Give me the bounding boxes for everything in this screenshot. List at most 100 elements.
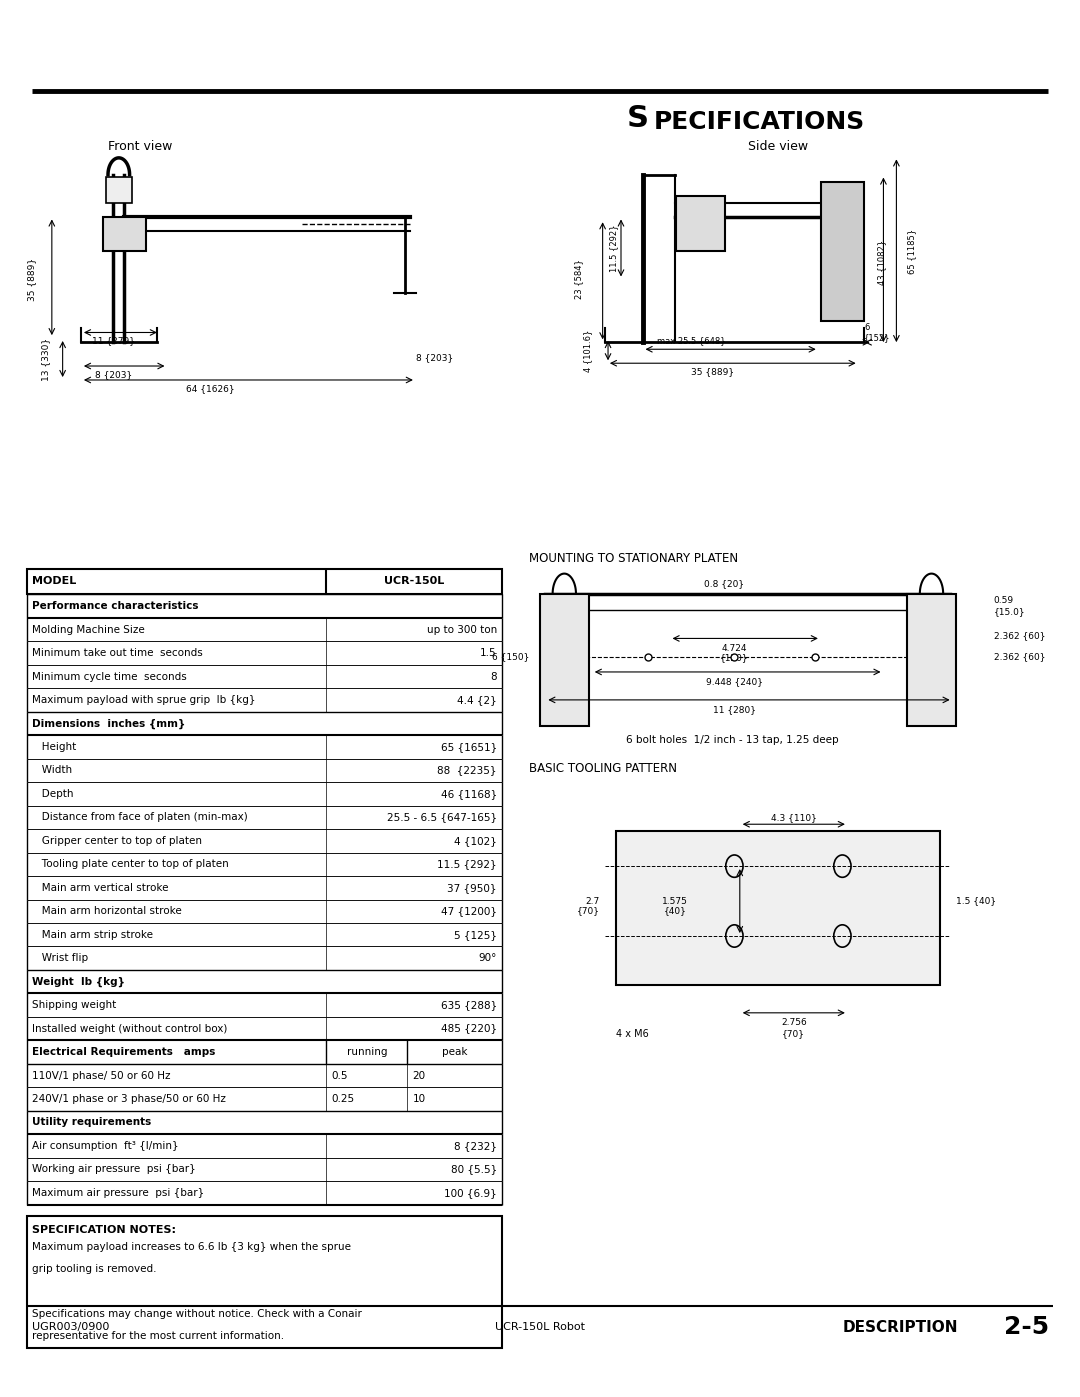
Text: 11 {279}: 11 {279} [92,337,135,345]
Text: 10: 10 [413,1094,426,1104]
Text: 6 bolt holes  1/2 inch - 13 tap, 1.25 deep: 6 bolt holes 1/2 inch - 13 tap, 1.25 dee… [626,735,839,746]
Text: 6
{152}: 6 {152} [864,323,891,342]
Text: Weight  lb {kg}: Weight lb {kg} [32,977,125,986]
Text: MOUNTING TO STATIONARY PLATEN: MOUNTING TO STATIONARY PLATEN [529,552,739,566]
Text: 8 {232}: 8 {232} [454,1141,497,1151]
Text: 11.5 {292}: 11.5 {292} [437,859,497,869]
Text: Main arm horizontal stroke: Main arm horizontal stroke [32,907,183,916]
Text: SPECIFICATION NOTES:: SPECIFICATION NOTES: [32,1225,176,1235]
Text: 2.756: 2.756 [781,1018,807,1027]
Text: 11 {280}: 11 {280} [713,705,756,714]
Bar [106,177,132,203]
Text: grip tooling is removed.: grip tooling is removed. [32,1264,157,1274]
Text: 20: 20 [413,1070,426,1080]
Text: UCR-150L: UCR-150L [384,577,444,587]
Text: {70}: {70} [577,907,599,915]
Text: BASIC TOOLING PATTERN: BASIC TOOLING PATTERN [529,761,677,775]
Text: 2.7: 2.7 [585,897,599,905]
Text: 0.59: 0.59 [994,597,1014,605]
Text: UCR-150L Robot: UCR-150L Robot [495,1322,585,1333]
Text: Minimum cycle time  seconds: Minimum cycle time seconds [32,672,187,682]
Text: DESCRIPTION: DESCRIPTION [842,1320,958,1334]
Text: 8 {203}: 8 {203} [416,353,453,362]
Text: Wrist flip: Wrist flip [32,953,89,963]
Text: Air consumption  ft³ {l/min}: Air consumption ft³ {l/min} [32,1141,179,1151]
Text: 4.4 {2}: 4.4 {2} [457,696,497,705]
Text: {120}: {120} [720,654,748,662]
Bar [907,594,956,726]
Text: Minimum take out time  seconds: Minimum take out time seconds [32,648,203,658]
Text: Utility requirements: Utility requirements [32,1118,151,1127]
Text: 2.362 {60}: 2.362 {60} [994,631,1045,640]
Text: 485 {220}: 485 {220} [441,1024,497,1034]
Text: 11.5 {292}: 11.5 {292} [609,225,618,272]
Text: 635 {288}: 635 {288} [441,1000,497,1010]
Text: 9.448 {240}: 9.448 {240} [706,678,762,686]
Text: 80 {5.5}: 80 {5.5} [450,1165,497,1175]
Text: UGR003/0900: UGR003/0900 [32,1322,110,1333]
Text: Main arm strip stroke: Main arm strip stroke [32,930,153,940]
Text: 8 {203}: 8 {203} [95,370,132,379]
Text: S: S [626,105,648,133]
Text: Maximum payload increases to 6.6 lb {3 kg} when the sprue: Maximum payload increases to 6.6 lb {3 k… [32,1242,351,1252]
Bar [616,831,940,985]
Text: 1.5: 1.5 [481,648,497,658]
Text: 4 x M6: 4 x M6 [616,1028,648,1039]
Text: Height: Height [32,742,77,752]
Text: 88  {2235}: 88 {2235} [437,766,497,775]
Bar [540,594,589,726]
Text: 46 {1168}: 46 {1168} [441,789,497,799]
Text: 100 {6.9}: 100 {6.9} [444,1187,497,1197]
Text: Distance from face of platen (min-max): Distance from face of platen (min-max) [32,813,248,823]
Text: 4.724: 4.724 [721,644,747,652]
Text: Electrical Requirements   amps: Electrical Requirements amps [32,1048,216,1058]
Text: {40}: {40} [663,907,687,915]
Text: 25.5 - 6.5 {647-165}: 25.5 - 6.5 {647-165} [387,813,497,823]
Bar [821,182,864,321]
Text: 5 {125}: 5 {125} [454,930,497,940]
Text: Maximum payload with sprue grip  lb {kg}: Maximum payload with sprue grip lb {kg} [32,696,256,705]
Text: 1.5 {40}: 1.5 {40} [956,897,996,905]
Text: Working air pressure  psi {bar}: Working air pressure psi {bar} [32,1165,197,1175]
Text: 0.25: 0.25 [332,1094,355,1104]
Text: Performance characteristics: Performance characteristics [32,601,199,610]
Text: 2-5: 2-5 [1004,1315,1050,1340]
Text: Specifications may change without notice. Check with a Conair: Specifications may change without notice… [32,1309,362,1319]
Text: Installed weight (without control box): Installed weight (without control box) [32,1024,228,1034]
Text: 43 {1082}: 43 {1082} [877,240,886,285]
Text: 65 {1185}: 65 {1185} [907,229,916,274]
Text: Gripper center to top of platen: Gripper center to top of platen [32,835,202,845]
Text: Shipping weight: Shipping weight [32,1000,117,1010]
Text: up to 300 ton: up to 300 ton [427,624,497,634]
Text: 13 {330}: 13 {330} [41,338,50,380]
Text: 4.3 {110}: 4.3 {110} [771,813,816,821]
Text: 8: 8 [490,672,497,682]
Text: 47 {1200}: 47 {1200} [441,907,497,916]
Text: 35 {889}: 35 {889} [691,367,734,376]
Text: 23 {584}: 23 {584} [575,260,583,299]
Text: 64 {1626}: 64 {1626} [186,384,235,393]
Text: MODEL: MODEL [32,577,77,587]
Bar [27,1215,502,1348]
Text: 6 {150}: 6 {150} [491,652,529,661]
Bar [676,196,725,251]
Text: Side view: Side view [747,140,808,154]
Text: Main arm vertical stroke: Main arm vertical stroke [32,883,168,893]
Text: {70}: {70} [782,1030,806,1038]
Text: 35 {889}: 35 {889} [27,258,36,300]
Text: Width: Width [32,766,72,775]
Text: 110V/1 phase/ 50 or 60 Hz: 110V/1 phase/ 50 or 60 Hz [32,1070,171,1080]
Text: 240V/1 phase or 3 phase/50 or 60 Hz: 240V/1 phase or 3 phase/50 or 60 Hz [32,1094,227,1104]
Text: 1.575: 1.575 [662,897,688,905]
Text: Depth: Depth [32,789,73,799]
Text: 4 {101.6}: 4 {101.6} [583,330,592,372]
Text: running: running [347,1048,387,1058]
Text: 0.5: 0.5 [332,1070,348,1080]
Text: 65 {1651}: 65 {1651} [441,742,497,752]
Text: max 25.5 {648}: max 25.5 {648} [657,337,726,345]
Text: Molding Machine Size: Molding Machine Size [32,624,145,634]
Text: peak: peak [442,1048,468,1058]
Text: Maximum air pressure  psi {bar}: Maximum air pressure psi {bar} [32,1187,204,1197]
Text: {15.0}: {15.0} [994,608,1025,616]
Text: 0.8 {20}: 0.8 {20} [703,580,744,588]
